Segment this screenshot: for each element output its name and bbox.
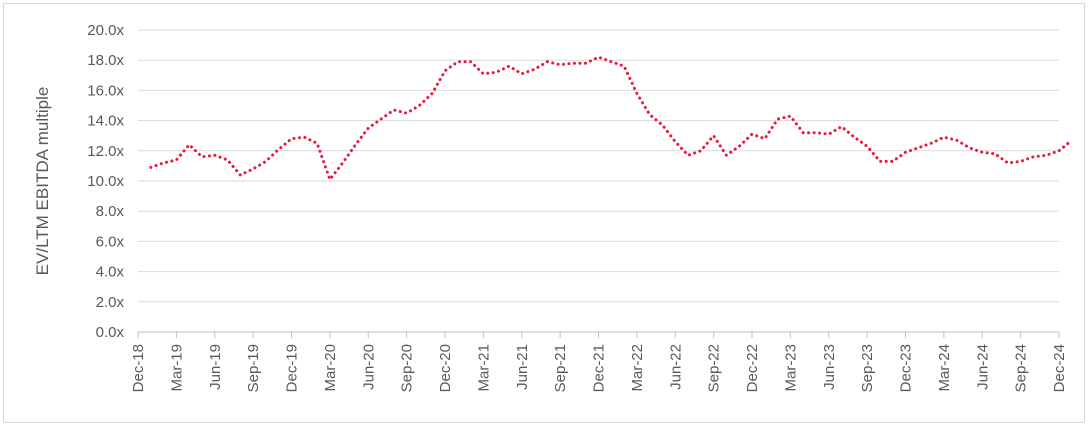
series-layer (149, 55, 1074, 181)
x-tick-label: Jun-22 (667, 344, 684, 390)
y-tick-label: 18.0x (87, 52, 124, 69)
x-tick-label: Jun-21 (514, 344, 531, 390)
x-tick-label: Jun-24 (974, 344, 991, 390)
y-tick-label: 4.0x (96, 264, 125, 281)
x-tick-label: Sep-24 (1013, 344, 1030, 392)
x-tick-label: Dec-18 (130, 344, 147, 392)
y-tick-label: 6.0x (96, 233, 125, 250)
x-tick-label: Sep-22 (706, 344, 723, 392)
x-tick-label: Sep-23 (859, 344, 876, 392)
y-tick-label: 20.0x (87, 22, 124, 39)
x-tick-label: Mar-19 (168, 344, 185, 392)
x-tick-label: Dec-22 (744, 344, 761, 392)
y-tick-label: 8.0x (96, 203, 125, 220)
y-tick-label: 12.0x (87, 143, 124, 160)
line-chart: 0.0x 2.0x 4.0x 6.0x 8.0x 10.0x 12.0x 14.0x 16.0x… (33, 22, 1074, 392)
x-tick-label: Mar-23 (782, 344, 799, 392)
gridlines (138, 29, 1059, 303)
x-tick-label: Jun-23 (821, 344, 838, 390)
x-tick-label: Mar-20 (322, 344, 339, 392)
x-tick-label: Mar-21 (475, 344, 492, 392)
x-tick-label: Dec-24 (1051, 344, 1068, 392)
axes (137, 331, 1060, 338)
x-tick-label: Mar-22 (629, 344, 646, 392)
x-tick-label: Jun-19 (207, 344, 224, 390)
y-axis-title: EV/LTM EBITDA multiple (33, 87, 52, 276)
x-axis-ticks: Dec-18 Mar-19 Jun-19 Sep-19 Dec-19 Mar-20 Jun-… (130, 344, 1068, 392)
x-tick-label: Dec-20 (437, 344, 454, 392)
x-tick-label: Jun-20 (360, 344, 377, 390)
x-tick-label: Dec-23 (898, 344, 915, 392)
chart-frame: 0.0x 2.0x 4.0x 6.0x 8.0x 10.0x 12.0x 14.0x 16.0x… (3, 3, 1085, 423)
y-tick-label: 0.0x (96, 324, 125, 341)
y-axis-ticks: 0.0x 2.0x 4.0x 6.0x 8.0x 10.0x 12.0x 14.0x 16.0x… (87, 22, 124, 341)
x-tick-label: Sep-19 (245, 344, 262, 392)
x-tick-label: Mar-24 (936, 344, 953, 392)
x-tick-label: Sep-21 (552, 344, 569, 392)
series-line (149, 55, 1074, 181)
y-tick-label: 2.0x (96, 294, 125, 311)
x-tick-label: Sep-20 (399, 344, 416, 392)
y-tick-label: 10.0x (87, 173, 124, 190)
y-tick-label: 16.0x (87, 82, 124, 99)
x-tick-label: Dec-21 (591, 344, 608, 392)
x-tick-label: Dec-19 (284, 344, 301, 392)
y-tick-label: 14.0x (87, 113, 124, 130)
